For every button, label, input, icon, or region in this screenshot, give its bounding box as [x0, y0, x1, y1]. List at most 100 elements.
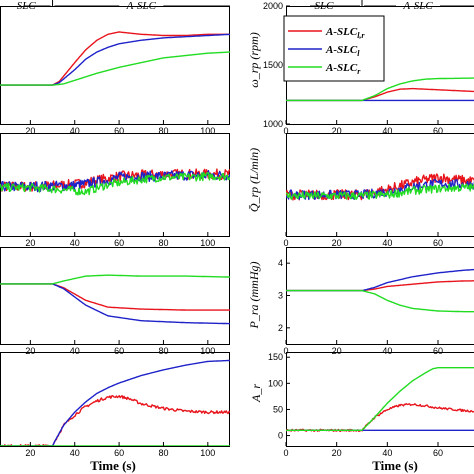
series-group [286, 77, 474, 102]
x-tick-label: 20 [25, 346, 35, 356]
right-2-y-axis-label: Q̄_rp (L/min) [247, 148, 261, 212]
legend-label: A-SLC [325, 26, 358, 38]
left-x-axis-label: Time (s) [90, 458, 136, 473]
series-line [0, 359, 230, 446]
legend-label-sub: l,r [357, 31, 365, 40]
x-tick-label: 40 [70, 346, 80, 356]
x-tick-label: 100 [200, 238, 215, 248]
legend-label: A-SLC [325, 44, 358, 56]
y-tick-label: 3 [278, 291, 283, 301]
panel-left-3: 20 40 60 80 100 [0, 247, 230, 356]
axes-box [0, 6, 230, 125]
series-line [286, 268, 474, 292]
series-line [286, 403, 474, 433]
y-tick-label: 50 [273, 404, 283, 414]
panel-right-3: 0 20 40 60 2 3 4 [278, 247, 474, 356]
y-tick-label: 150 [268, 352, 283, 362]
series-line [0, 31, 230, 86]
series-line [0, 283, 230, 311]
series-group [0, 31, 230, 86]
x-tick-label: 20 [332, 238, 342, 248]
right-3-y-axis-label: P_ra (mmHg) [247, 262, 261, 330]
series-group [0, 274, 230, 325]
series-line [286, 87, 474, 102]
legend-entry: A-SLCl [288, 44, 360, 58]
x-tick-label: 80 [158, 126, 168, 136]
right-x-axis-label: Time (s) [372, 458, 418, 473]
y-tick-label: 2 [278, 323, 283, 333]
x-tick-label: 40 [382, 346, 392, 356]
x-tick-label: 60 [114, 238, 124, 248]
series-group [0, 359, 230, 446]
legend-label-sub: r [357, 67, 361, 76]
y-tick-label: 2000 [263, 1, 283, 11]
series-group [286, 173, 474, 201]
x-tick-label: 40 [70, 126, 80, 136]
series-line [0, 395, 230, 446]
y-tick-label: 4 [278, 258, 283, 268]
x-tick-label: 40 [382, 238, 392, 248]
x-tick-label: 60 [114, 448, 124, 458]
y-tick-label: 1000 [263, 119, 283, 129]
y-tick-label: 100 [268, 378, 283, 388]
x-tick-label: 40 [382, 448, 392, 458]
series-group [286, 268, 474, 313]
panel-left-4: 20 40 60 80 100 [0, 352, 230, 458]
phase-label: A-SLC [126, 0, 157, 12]
x-tick-label: 20 [25, 238, 35, 248]
series-line [286, 77, 474, 102]
x-tick-label: 60 [433, 238, 443, 248]
x-tick-label: 100 [200, 346, 215, 356]
x-tick-label: 40 [70, 448, 80, 458]
x-tick-label: 20 [332, 448, 342, 458]
series-line [286, 367, 474, 431]
x-tick-label: 80 [158, 346, 168, 356]
x-tick-label: 20 [332, 346, 342, 356]
svg-text:A-SLCr: A-SLCr [325, 62, 361, 76]
series-line [0, 169, 230, 193]
series-line [0, 283, 230, 325]
series-line [0, 171, 230, 196]
panel-right-4: 0 20 40 60 0 50 100 150 [268, 352, 474, 458]
series-line [0, 51, 230, 86]
x-tick-label: 100 [200, 448, 215, 458]
x-tick-label: 40 [382, 126, 392, 136]
series-group [286, 367, 474, 433]
axes-box [0, 247, 230, 345]
series-line [286, 289, 474, 313]
right-1-y-axis-label: ω_rp (rpm) [247, 32, 261, 87]
axes-box [286, 352, 474, 447]
svg-text:A-SLCl: A-SLCl [325, 44, 360, 58]
y-tick-label: 0 [278, 431, 283, 441]
x-tick-label: 0 [283, 448, 288, 458]
x-tick-label: 0 [283, 126, 288, 136]
legend-label: A-SLC [325, 62, 358, 74]
right-4-y-axis-label: A_r [249, 384, 263, 403]
x-tick-label: 60 [433, 346, 443, 356]
series-line [286, 183, 474, 201]
legend-label-sub: l [357, 49, 360, 58]
panel-left-2: 20 40 60 80 100 [0, 133, 230, 248]
x-tick-label: 20 [332, 126, 342, 136]
x-tick-label: 0 [283, 238, 288, 248]
svg-text:A-SLCl,r: A-SLCl,r [325, 26, 365, 40]
series-line [0, 274, 230, 285]
axes-box [286, 133, 474, 237]
x-tick-label: 60 [433, 448, 443, 458]
series-line [0, 33, 230, 86]
x-tick-label: 60 [433, 126, 443, 136]
x-tick-label: 100 [200, 126, 215, 136]
legend-entry: A-SLCl,r [288, 26, 365, 40]
x-tick-label: 80 [158, 238, 168, 248]
x-tick-label: 60 [114, 126, 124, 136]
series-group [0, 168, 230, 196]
x-tick-label: 20 [25, 126, 35, 136]
x-tick-label: 60 [114, 346, 124, 356]
axes-box [0, 352, 230, 447]
y-tick-label: 1500 [263, 60, 283, 70]
x-tick-label: 40 [70, 238, 80, 248]
x-tick-label: 20 [25, 448, 35, 458]
panel-right-2: 0 20 40 60 [283, 133, 474, 248]
